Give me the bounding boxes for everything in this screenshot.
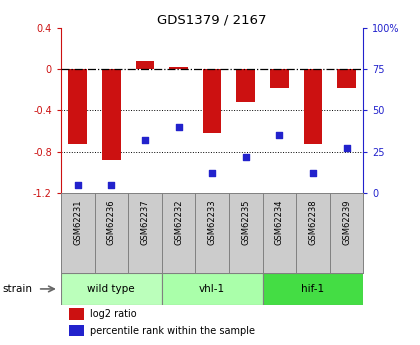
Bar	[236, 69, 255, 102]
Bar	[69, 308, 84, 319]
Text: hif-1: hif-1	[301, 284, 325, 294]
Bar	[304, 69, 322, 144]
Point	[343, 146, 350, 151]
Text: GSM62233: GSM62233	[207, 199, 217, 245]
Point	[108, 182, 115, 188]
FancyBboxPatch shape	[61, 273, 162, 305]
Bar	[270, 69, 289, 88]
Bar	[68, 69, 87, 144]
FancyBboxPatch shape	[162, 273, 262, 305]
Point	[276, 132, 283, 138]
Point	[209, 170, 215, 176]
Bar	[203, 69, 221, 133]
Text: strain: strain	[2, 284, 32, 294]
Text: wild type: wild type	[87, 284, 135, 294]
Bar	[69, 325, 84, 336]
Text: GSM62238: GSM62238	[308, 199, 318, 245]
Point	[310, 170, 316, 176]
Text: log2 ratio: log2 ratio	[90, 309, 137, 319]
Text: GSM62231: GSM62231	[73, 199, 82, 245]
Point	[242, 154, 249, 159]
Text: vhl-1: vhl-1	[199, 284, 225, 294]
Text: GSM62236: GSM62236	[107, 199, 116, 245]
Text: GSM62237: GSM62237	[140, 199, 150, 245]
Title: GDS1379 / 2167: GDS1379 / 2167	[158, 13, 267, 27]
Text: GSM62235: GSM62235	[241, 199, 250, 245]
Text: GSM62232: GSM62232	[174, 199, 183, 245]
Bar	[337, 69, 356, 88]
Text: GSM62239: GSM62239	[342, 199, 351, 245]
Bar	[102, 69, 121, 160]
Point	[175, 124, 182, 130]
Point	[142, 137, 148, 143]
Bar	[136, 61, 154, 69]
Bar	[169, 67, 188, 69]
Point	[74, 182, 81, 188]
Text: percentile rank within the sample: percentile rank within the sample	[90, 326, 255, 336]
Text: GSM62234: GSM62234	[275, 199, 284, 245]
FancyBboxPatch shape	[262, 273, 363, 305]
